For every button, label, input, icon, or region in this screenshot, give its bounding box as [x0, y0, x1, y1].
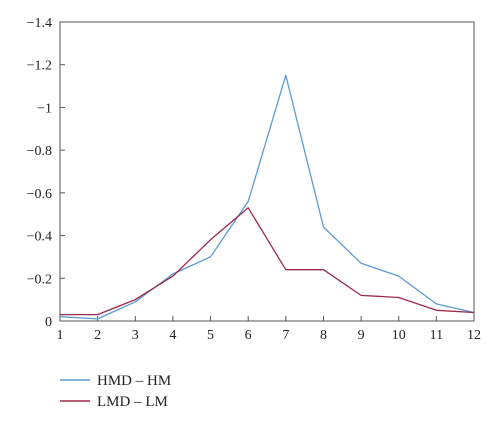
plot-frame: [59, 21, 475, 322]
x-tick-label: 7: [282, 328, 289, 343]
x-tick-label: 2: [94, 328, 101, 343]
y-tick-label: −0.6: [27, 187, 52, 202]
x-tick-label: 6: [245, 328, 252, 343]
y-tick-label: 0: [45, 315, 52, 330]
y-tick-label: −0.2: [27, 272, 52, 287]
series-lines: [59, 74, 475, 320]
y-tick-label: −1.4: [27, 16, 52, 31]
y-tick-label: −1: [37, 101, 52, 116]
legend-label-2: LMD – LM: [97, 394, 168, 410]
x-tick-label: 5: [207, 328, 214, 343]
y-tick-label: −0.8: [27, 144, 52, 159]
series-line-2: [60, 207, 475, 316]
legend: HMD – HM LMD – LM: [60, 373, 171, 410]
x-tick-label: 12: [467, 328, 481, 343]
x-tick-label: 1: [57, 328, 64, 343]
x-tick-label: 3: [132, 328, 139, 343]
x-tick-label: 10: [392, 328, 406, 343]
y-axis-ticks: 0 −0.2 −0.4 −0.6 −0.8 −1 −1.2 −1.4: [27, 16, 65, 330]
y-tick-label: −0.4: [27, 230, 52, 245]
y-tick-label: −1.2: [27, 59, 52, 74]
legend-label-1: HMD – HM: [97, 373, 171, 389]
series-line-1: [59, 74, 475, 320]
x-tick-label: 4: [169, 328, 176, 343]
x-tick-label: 11: [430, 328, 443, 343]
x-tick-label: 9: [358, 328, 365, 343]
x-axis-ticks: 1 2 3 4 5 6 7 8 9 10 11 12: [57, 316, 481, 343]
x-tick-label: 8: [320, 328, 327, 343]
